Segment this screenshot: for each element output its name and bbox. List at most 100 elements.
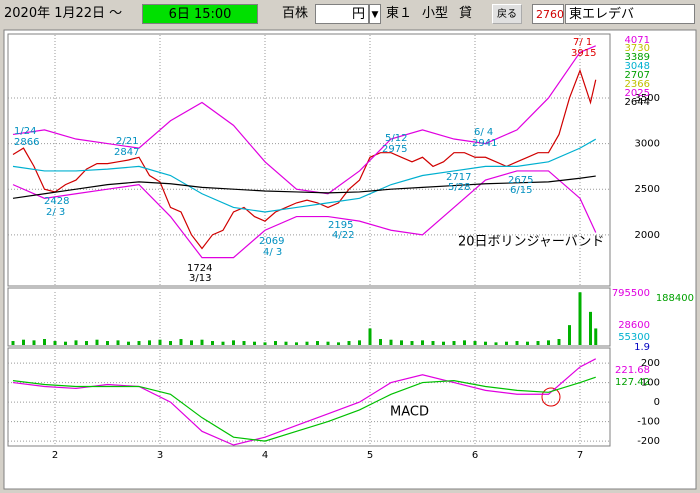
y-tick-label: 3000 (635, 139, 660, 150)
volume-bar (127, 341, 130, 345)
volume-bar (148, 340, 151, 345)
x-tick-label: 2 (52, 450, 58, 461)
annotation: 2941 (472, 138, 497, 149)
annotation: 2/21 (116, 136, 138, 147)
y-tick-label: 200 (641, 358, 660, 369)
volume-bar (253, 341, 256, 345)
volume-bar (43, 339, 46, 345)
annotation: 2428 (44, 196, 69, 207)
annotation: 2717 (446, 172, 471, 183)
volume-bar (505, 341, 508, 345)
volume-bar (211, 341, 214, 345)
volume-bar (106, 341, 109, 345)
volume-bar (316, 341, 319, 345)
volume-bar (484, 341, 487, 345)
y-tick-label: 100 (641, 378, 660, 389)
volume-bar (389, 339, 393, 345)
annotation: 3/13 (189, 273, 211, 284)
x-tick-label: 4 (262, 450, 268, 461)
volume-bar (431, 341, 435, 345)
annotation: 2/ 3 (46, 207, 65, 218)
volume-bar (463, 340, 466, 345)
volume-bar (442, 341, 445, 345)
x-tick-label: 7 (577, 450, 583, 461)
code: 2760 (532, 4, 564, 24)
series-line (12, 138, 597, 213)
volume-bar (64, 341, 67, 345)
volume-bar (494, 342, 498, 345)
volume-bar (95, 339, 99, 345)
volume-bar (305, 341, 309, 345)
volume-bar (400, 340, 403, 345)
y-tick-label: -200 (637, 436, 660, 447)
annotation: 4/ 3 (263, 247, 282, 258)
volume-bar (232, 340, 235, 345)
volume-bar (452, 341, 456, 345)
volume-bar (190, 340, 193, 345)
volume-bar (169, 341, 172, 345)
volume-bar (242, 341, 246, 345)
name: 東エレデバ (565, 4, 695, 24)
volume-bar (557, 339, 561, 345)
right-label: 55300 (618, 332, 650, 343)
y-tick-label: 2500 (635, 184, 660, 195)
volume-bar (368, 328, 372, 345)
right-label: 28600 (618, 320, 650, 331)
annotation: 2069 (259, 236, 284, 247)
panel-title: 20日ボリンジャーバンド (458, 235, 604, 250)
volume-bar (158, 339, 162, 345)
volume-bar (53, 341, 57, 345)
x-tick-label: 3 (157, 450, 163, 461)
volume-bar (32, 340, 36, 345)
right-label: 2025 (625, 88, 650, 99)
annotation: 2675 (508, 175, 533, 186)
volume-bar (421, 340, 424, 345)
annotation: 1/24 (14, 126, 36, 137)
x-tick-label: 5 (367, 450, 373, 461)
chart-frame (3, 29, 697, 490)
series-line (12, 358, 597, 446)
volume-bar (85, 341, 88, 345)
dropdown[interactable]: ▼ (369, 4, 381, 24)
annotation: 1724 (187, 263, 212, 274)
volume-bar (263, 342, 267, 345)
date-to[interactable]: 6日 15:00 (142, 4, 258, 24)
size: 小型 (422, 6, 449, 21)
back-button[interactable]: 戻る (492, 4, 522, 24)
macd-panel (7, 347, 611, 447)
y-tick-label: 2000 (635, 230, 660, 241)
currency[interactable]: 円 (315, 4, 369, 24)
market: 東１ (386, 6, 413, 21)
volume-bar (347, 341, 351, 345)
volume-bar (547, 340, 550, 345)
volume-bar (589, 311, 592, 345)
volume-bar (337, 342, 340, 345)
volume-bar (284, 341, 288, 345)
volume-bar (379, 339, 382, 345)
volume-bar (11, 341, 15, 345)
volume-bar (568, 325, 571, 345)
annotation: 5/12 (385, 133, 407, 144)
annotation: 2195 (328, 220, 353, 231)
series-line (12, 170, 597, 259)
highlight-circle (541, 387, 561, 407)
volume-bar (22, 339, 25, 345)
volume-bar (74, 340, 78, 345)
right-label: 4071 (625, 35, 650, 46)
right-label: 188400 (656, 293, 694, 304)
annotation: 6/15 (510, 185, 532, 196)
right-label: 3389 (625, 52, 650, 63)
volume-bar (179, 339, 183, 345)
annotation: 3915 (571, 48, 596, 59)
series-line (12, 175, 596, 199)
series-line (12, 376, 596, 442)
right-label: 127.42 (615, 377, 650, 388)
volume-panel (7, 287, 611, 347)
lend: 貸 (459, 6, 473, 21)
unit: 百株 (282, 6, 309, 21)
right-label: 2644 (625, 97, 650, 108)
right-label: 2707 (625, 70, 650, 81)
annotation: 5/28 (448, 182, 470, 193)
